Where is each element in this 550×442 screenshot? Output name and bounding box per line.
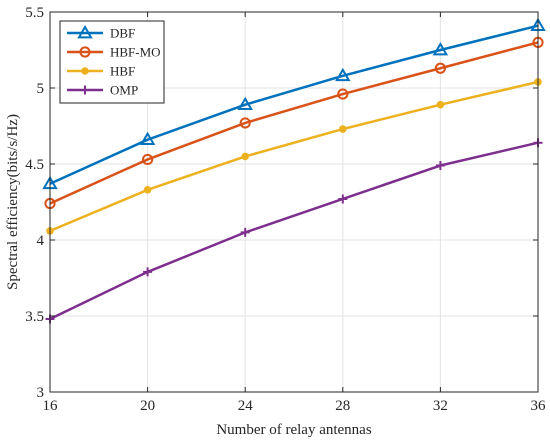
legend-marker (79, 46, 91, 58)
series-layer (42, 17, 546, 324)
y-tick-label: 5 (37, 81, 45, 97)
legend-marker (81, 67, 89, 75)
x-tick-label: 24 (238, 398, 254, 414)
legend-label: OMP (110, 83, 138, 98)
plot-frame (49, 11, 539, 393)
grid (49, 11, 539, 393)
data-point (139, 131, 156, 145)
legend-label: DBF (110, 26, 135, 41)
legend: DBF HBF-MO HBF OMP (59, 20, 165, 104)
data-point (432, 42, 449, 56)
data-point (434, 62, 446, 74)
ticks: 16 20 24 28 32 36 3 3.5 4 4.5 5 5.5 (25, 5, 546, 414)
data-point (142, 153, 154, 166)
y-tick-label: 3.5 (25, 309, 44, 325)
data-point (241, 152, 249, 161)
data-point (143, 186, 152, 194)
data-point (435, 161, 445, 171)
data-point (143, 267, 153, 277)
data-point (337, 88, 349, 100)
y-tick-label: 5.5 (25, 5, 44, 21)
data-point (240, 227, 250, 237)
legend-label: HBF-MO (110, 45, 161, 60)
legend-entry: OMP (67, 83, 138, 98)
data-point (239, 117, 251, 129)
data-point (335, 67, 351, 82)
series-line (49, 41, 539, 205)
y-tick-label: 4.5 (25, 157, 44, 173)
data-point (339, 125, 347, 133)
legend-marker (80, 85, 90, 95)
legend-entry: HBF (67, 64, 135, 79)
series-line (49, 80, 539, 233)
y-tick-label: 4 (37, 233, 45, 249)
data-point (237, 96, 253, 111)
series-omp (45, 138, 543, 324)
x-axis-label: Number of relay antennas (216, 422, 372, 438)
x-tick-label: 32 (433, 398, 448, 414)
x-tick-label: 28 (335, 398, 350, 414)
y-axis-label: Spectral efficiency(bits/s/Hz) (5, 114, 21, 290)
x-tick-label: 36 (531, 398, 547, 414)
x-tick-label: 20 (140, 398, 155, 414)
legend-entry: HBF-MO (67, 45, 161, 60)
series-line (49, 141, 539, 321)
data-point (436, 100, 445, 109)
y-tick-label: 3 (37, 385, 45, 401)
data-point (338, 194, 348, 204)
legend-label: HBF (110, 64, 135, 79)
legend-marker (77, 25, 93, 39)
x-tick-label: 16 (43, 398, 59, 414)
legend-entry: DBF (67, 25, 135, 41)
series-line (49, 24, 539, 185)
series-hbf (46, 78, 542, 235)
